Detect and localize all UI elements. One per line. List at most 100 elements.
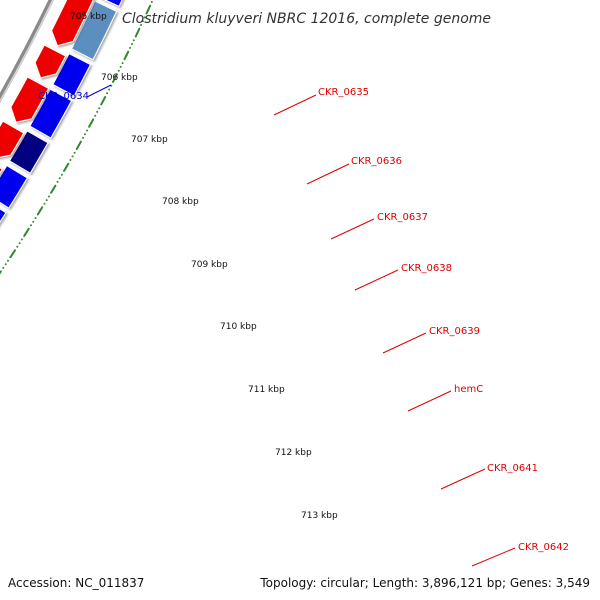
gene-ckr_0639[interactable] [8, 130, 49, 174]
ring-dot [88, 125, 91, 128]
gene-ckr_0635[interactable] [97, 0, 142, 7]
leader-line [354, 269, 399, 291]
gene-hemc[interactable] [0, 164, 28, 209]
gene-label-leaders [86, 84, 516, 567]
ring-dot [18, 242, 21, 245]
ring-dot [121, 62, 124, 65]
ring-dot [106, 92, 109, 95]
tick-label: 712 kbp [275, 448, 312, 458]
leader-line [273, 94, 317, 116]
ring-dot [140, 24, 143, 26]
ring-dot [73, 151, 76, 154]
gene-cds-minus-3[interactable] [34, 44, 67, 79]
gene-ckr_0638[interactable] [29, 88, 73, 139]
leader-line [382, 332, 427, 354]
ring-dot [71, 155, 74, 158]
tick-label: 707 kbp [131, 135, 168, 145]
gene-label-ckr-0641[interactable]: CKR_0641 [487, 463, 538, 474]
ring-dot [94, 114, 97, 117]
ring-dot [100, 103, 103, 106]
ring-dot [30, 224, 32, 227]
gene-labels: CKR_0634 CKR_0635 CKR_0636 CKR_0637 CKR_… [38, 87, 569, 553]
genome-backbone [0, 0, 54, 103]
tick-label: 711 kbp [248, 385, 285, 395]
gene-label-ckr-0638[interactable]: CKR_0638 [401, 263, 452, 274]
ring-dot [45, 199, 48, 202]
ring-dot [34, 217, 37, 220]
ring-dot [50, 191, 53, 194]
tick-label: 709 kbp [191, 260, 228, 270]
ring-tick [9, 249, 16, 258]
ring-dot [84, 133, 86, 136]
ring-dot [75, 148, 78, 150]
tick-labels: 705 kbp 706 kbp 707 kbp 708 kbp 709 kbp … [70, 12, 338, 521]
leader-line [471, 547, 516, 567]
gene-track [0, 0, 142, 252]
ring-dot [112, 81, 114, 83]
gene-label-ckr-0634[interactable]: CKR_0634 [38, 91, 89, 102]
ring-dot [117, 69, 120, 72]
gene-label-ckr-0635[interactable]: CKR_0635 [318, 87, 369, 98]
gene-ckr_0636[interactable] [70, 0, 118, 61]
gene-cds-minus-4[interactable] [10, 76, 50, 123]
ring-dot [129, 46, 132, 49]
tick-label: 706 kbp [101, 73, 138, 83]
genome-summary-text: Topology: circular; Length: 3,896,121 bp… [259, 576, 590, 590]
map-title: Clostridium kluyveri NBRC 12016, complet… [122, 11, 491, 27]
leader-line [440, 468, 486, 490]
ring-dot [108, 88, 111, 91]
ring-dot [63, 170, 65, 172]
tick-label: 708 kbp [162, 197, 199, 207]
ring-dot [32, 220, 35, 223]
gene-cds-minus-5[interactable] [0, 120, 25, 158]
ring-tick [0, 271, 2, 275]
ring-tick [134, 28, 141, 37]
gene-label-hemc[interactable]: hemC [454, 384, 483, 395]
tick-ring-outer [0, 1, 153, 275]
ring-tick [145, 5, 151, 14]
ring-dot [4, 263, 7, 266]
ring-dot [43, 202, 46, 205]
ring-tick [63, 163, 70, 172]
ring-dot [96, 110, 99, 113]
tick-label: 710 kbp [220, 322, 257, 332]
ring-dot [119, 65, 122, 68]
ring-dot [131, 43, 133, 46]
gene-cds-minus-6[interactable] [0, 157, 3, 194]
ring-dot [150, 1, 153, 3]
ring-tick [23, 228, 30, 237]
leader-line [306, 163, 350, 185]
ring-dot [143, 16, 146, 19]
ring-tick [50, 185, 57, 194]
gene-ckr_0637[interactable] [52, 53, 92, 97]
ring-dot [20, 238, 23, 241]
ring-dot [16, 245, 19, 248]
ring-dot [9, 256, 12, 259]
ring-dot [141, 20, 144, 23]
ring-tick [37, 206, 43, 215]
ring-dot [2, 266, 5, 269]
tick-label: 705 kbp [70, 12, 107, 22]
gene-label-ckr-0637[interactable]: CKR_0637 [377, 212, 428, 223]
ring-dot [36, 213, 39, 216]
leader-line [407, 390, 452, 412]
accession-text: Accession: NC_011837 [8, 576, 144, 590]
gene-ckr_0641[interactable] [0, 200, 7, 252]
ring-tick [112, 74, 118, 83]
ring-dot [58, 177, 61, 180]
gene-cds-minus-2[interactable] [51, 0, 97, 47]
ring-dot [82, 136, 84, 139]
gene-label-ckr-0642[interactable]: CKR_0642 [518, 542, 569, 553]
ring-dot [134, 35, 137, 38]
leader-line [86, 84, 112, 98]
gene-label-ckr-0639[interactable]: CKR_0639 [429, 326, 480, 337]
ring-tick [76, 141, 82, 150]
ring-dot [7, 259, 9, 262]
ring-dot [145, 12, 148, 15]
leader-line [330, 218, 375, 240]
ring-dot [98, 107, 101, 110]
gene-label-ckr-0636[interactable]: CKR_0636 [351, 156, 402, 167]
ring-dot [47, 195, 50, 198]
ring-tick [88, 119, 94, 128]
